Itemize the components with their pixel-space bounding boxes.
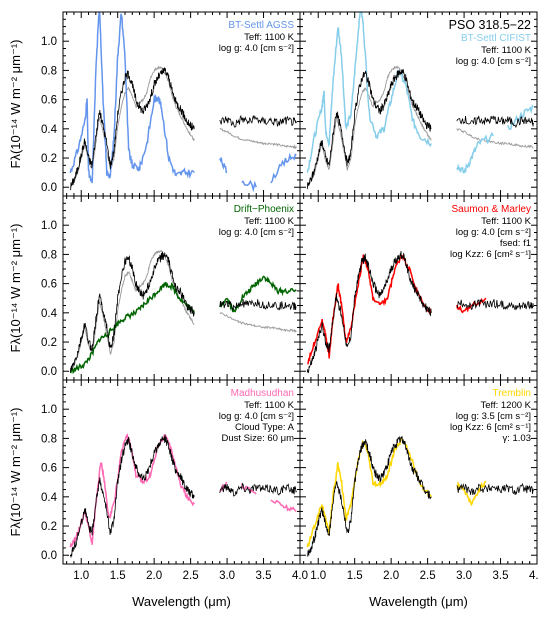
x-tick-label: 3.5 — [493, 570, 509, 582]
panel-plot-area — [307, 435, 534, 557]
comparison-spectrum — [70, 250, 297, 372]
model-parameter: log g: 4.0 [cm s⁻²] — [456, 227, 531, 238]
panel-plot-area — [69, 12, 297, 193]
model-label: Saumon & Marley — [452, 204, 531, 215]
model-parameter: Teff: 1200 K — [480, 400, 531, 411]
model-label: Tremblin — [492, 388, 531, 399]
model-parameter: Teff: 1100 K — [481, 216, 531, 227]
model-parameter: Dust Size: 60 μm — [221, 433, 294, 444]
x-tick-label: 1.5 — [347, 570, 363, 582]
model-parameter: log Kzz: 6 [cm² s⁻¹] — [450, 249, 531, 260]
model-label: Madhusudhan — [231, 388, 294, 399]
x-tick-label: 1.5 — [110, 570, 126, 582]
model-label: BT-Settl CIFIST — [461, 33, 531, 44]
model-parameter: log g: 4.0 [cm s⁻²] — [219, 227, 294, 238]
comparison-spectrum — [69, 65, 297, 188]
y-tick-label: 0.4 — [41, 124, 58, 136]
model-parameter: Cloud Type: A — [235, 422, 295, 433]
panel-frame — [299, 379, 538, 565]
panel-plot-area — [69, 432, 297, 558]
model-spectrum — [307, 439, 533, 547]
y-tick-label: 0.2 — [41, 153, 57, 165]
object-name: PSO 318.5−22 — [449, 18, 531, 32]
panel-plot-area — [306, 12, 534, 190]
x-axis-title-left: Wavelength (μm) — [132, 594, 231, 609]
y-axis-title: Fλ(10⁻¹⁴ W m⁻² μm⁻¹) — [8, 224, 23, 353]
observed-spectrum — [70, 66, 297, 191]
observed-spectrum — [69, 434, 297, 558]
y-tick-label: 0.0 — [41, 550, 57, 562]
y-tick-label: 0.4 — [41, 308, 58, 320]
observed-spectrum — [307, 435, 534, 557]
x-tick-label: 2.5 — [183, 570, 199, 582]
x-tick-label: 4.0 — [292, 570, 308, 582]
y-tick-label: 0.8 — [41, 249, 57, 261]
model-parameter: Teff: 1100 K — [244, 216, 294, 227]
y-tick-label: 0.6 — [41, 279, 57, 291]
y-tick-label: 0.8 — [41, 433, 57, 445]
model-parameter: log g: 4.0 [cm s⁻²] — [219, 411, 294, 422]
model-parameter: log g: 4.0 [cm s⁻²] — [219, 43, 294, 54]
model-parameter: Teff: 1100 K — [481, 45, 531, 56]
y-axis-title: Fλ(10⁻¹⁴ W m⁻² μm⁻¹) — [8, 40, 23, 169]
model-parameter: Teff: 1100 K — [244, 400, 294, 411]
x-tick-label: 1.0 — [310, 570, 326, 582]
observed-spectrum — [306, 250, 534, 374]
comparison-spectrum — [307, 65, 534, 188]
x-tick-label: 3.0 — [456, 570, 472, 582]
y-tick-label: 0.6 — [41, 463, 57, 475]
x-axis-title-right: Wavelength (μm) — [369, 594, 468, 609]
observed-spectrum — [69, 250, 297, 373]
x-tick-label: 1.0 — [73, 570, 89, 582]
model-parameter: log g: 3.5 [cm s⁻²] — [456, 411, 531, 422]
y-tick-label: 1.0 — [41, 220, 57, 232]
model-parameter: log Kzz: 6 [cm² s⁻¹] — [450, 422, 531, 433]
y-tick-label: 0.0 — [41, 182, 57, 194]
y-axis-title: Fλ(10⁻¹⁴ W m⁻² μm⁻¹) — [8, 408, 23, 537]
x-tick-label: 2.5 — [420, 570, 436, 582]
x-tick-label: 4.0 — [529, 570, 538, 582]
panel-madhusudhan: 0.0 0.2 0.4 0.6 0.8 1.0 1.0 1.5 2.0 2.5 3.0 3.5 4.0 M… — [41, 379, 308, 582]
y-tick-label: 1.0 — [41, 404, 57, 416]
x-tick-label: 3.5 — [256, 570, 272, 582]
model-parameter: Teff: 1100 K — [244, 32, 294, 43]
panel-plot-area — [69, 250, 297, 375]
model-label: Drift−Phoenix — [234, 204, 294, 215]
x-tick-label: 2.0 — [383, 570, 399, 582]
y-tick-label: 0.0 — [41, 366, 57, 378]
y-tick-label: 1.0 — [41, 36, 57, 48]
y-tick-label: 0.6 — [41, 95, 57, 107]
y-tick-label: 0.4 — [41, 492, 58, 504]
x-tick-label: 2.0 — [146, 570, 162, 582]
model-spectrum — [69, 12, 297, 193]
observed-spectrum — [306, 68, 534, 190]
model-parameter: γ: 1.03 — [502, 433, 531, 444]
model-label: BT-Settl AGSS — [228, 20, 294, 31]
model-spectrum — [69, 275, 297, 375]
panel-plot-area — [306, 250, 534, 374]
x-tick-label: 3.0 — [219, 570, 235, 582]
y-tick-label: 0.2 — [41, 337, 57, 349]
model-parameter: log g: 4.0 [cm s⁻²] — [456, 56, 531, 67]
y-tick-label: 0.2 — [41, 521, 57, 533]
model-parameter: fsed: f1 — [500, 238, 531, 249]
model-spectrum — [69, 432, 297, 548]
y-tick-label: 0.8 — [41, 65, 57, 77]
model-spectrum — [307, 255, 533, 364]
